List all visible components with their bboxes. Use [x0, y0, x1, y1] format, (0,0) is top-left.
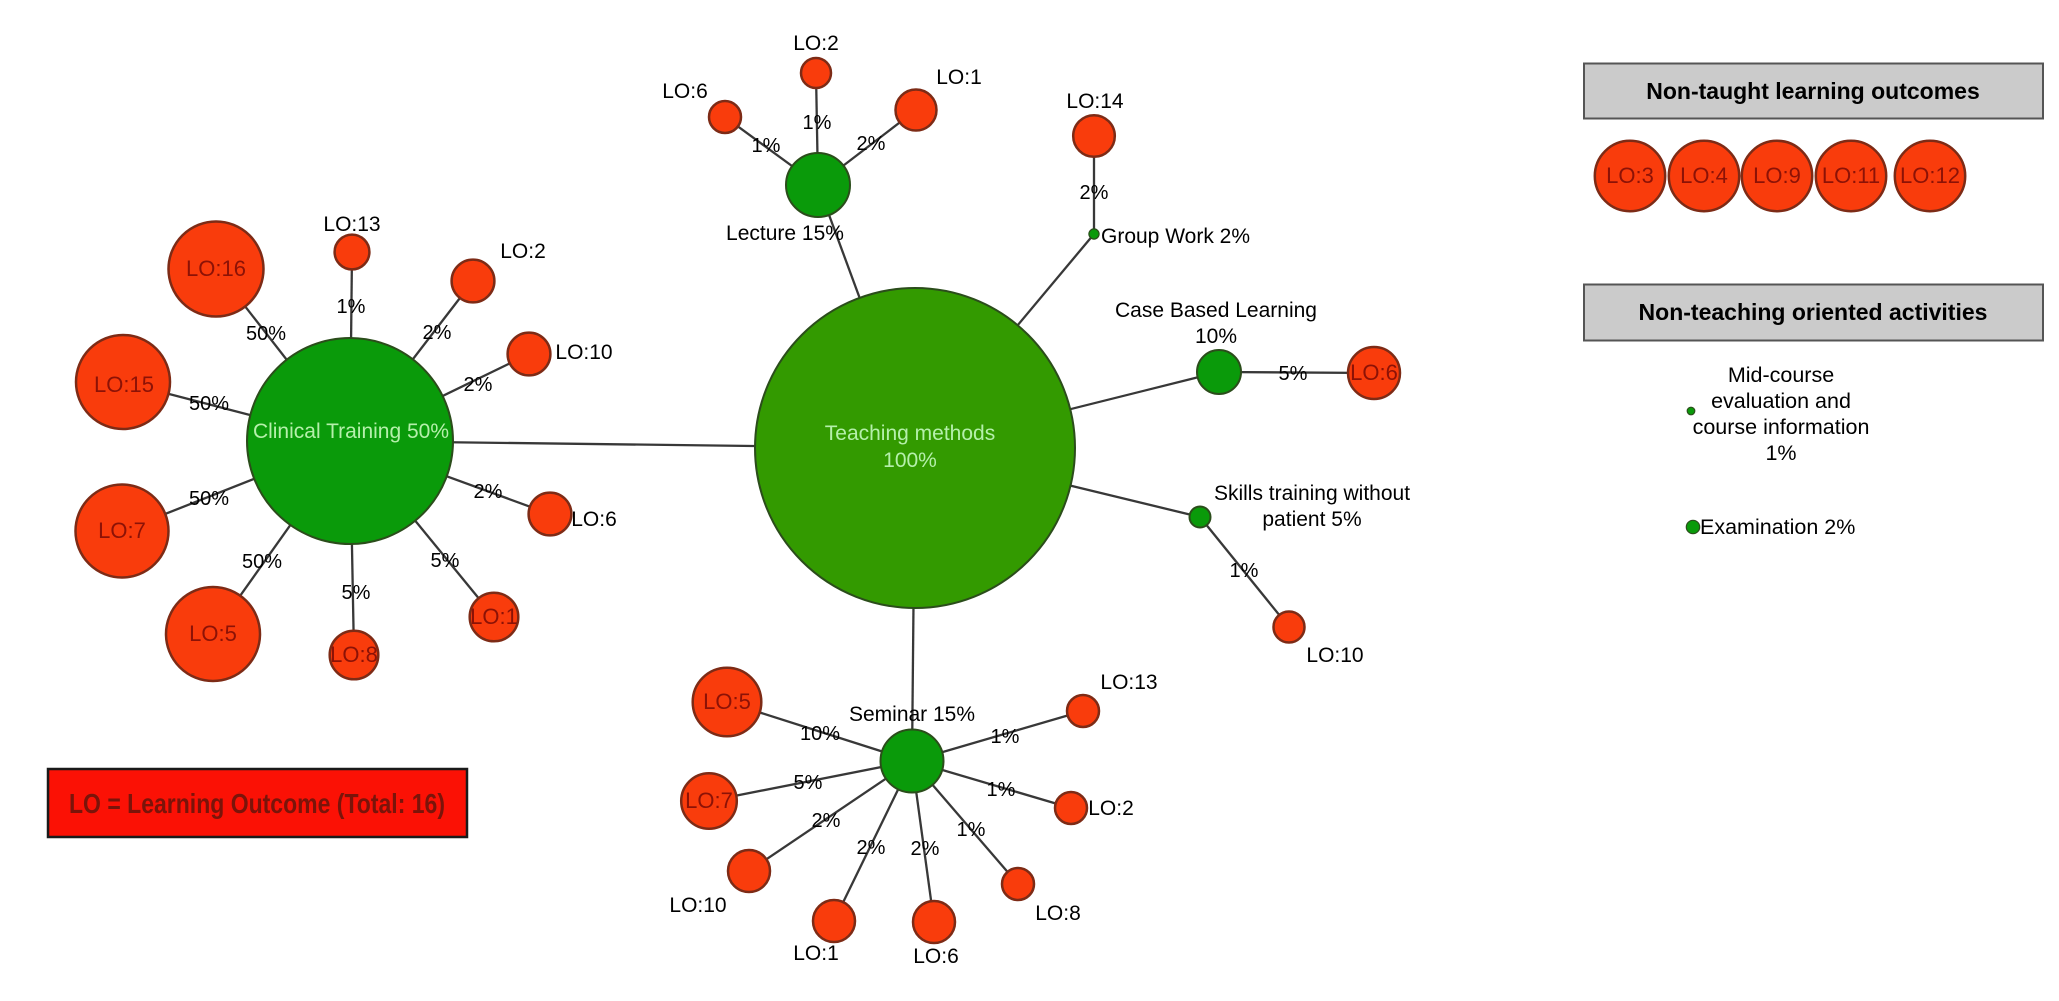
- svg-text:Seminar 15%: Seminar 15%: [849, 703, 975, 726]
- svg-text:LO:3: LO:3: [1606, 163, 1654, 188]
- svg-text:50%: 50%: [189, 393, 229, 415]
- svg-text:5%: 5%: [1279, 363, 1308, 385]
- svg-text:LO:5: LO:5: [189, 621, 237, 646]
- svg-text:LO:10: LO:10: [669, 894, 726, 917]
- svg-text:LO:13: LO:13: [323, 213, 380, 236]
- svg-text:Teaching methods: Teaching methods: [825, 422, 995, 445]
- svg-text:Clinical Training 50%: Clinical Training 50%: [253, 420, 449, 443]
- svg-text:50%: 50%: [242, 551, 282, 573]
- svg-text:2%: 2%: [812, 810, 841, 832]
- svg-text:10%: 10%: [1195, 325, 1237, 348]
- svg-text:LO:7: LO:7: [98, 518, 146, 543]
- svg-text:LO:16: LO:16: [186, 256, 246, 281]
- svg-text:10%: 10%: [800, 723, 840, 745]
- svg-text:LO:8: LO:8: [330, 642, 378, 667]
- svg-text:LO:1: LO:1: [793, 942, 839, 965]
- svg-text:patient 5%: patient 5%: [1262, 508, 1361, 531]
- svg-text:2%: 2%: [474, 481, 503, 503]
- svg-text:Non-taught learning outcomes: Non-taught learning outcomes: [1646, 78, 1980, 104]
- svg-text:LO:14: LO:14: [1066, 90, 1124, 113]
- svg-text:5%: 5%: [431, 550, 460, 572]
- svg-text:LO:13: LO:13: [1100, 671, 1157, 694]
- svg-text:LO = Learning Outcome (Total:: LO = Learning Outcome (Total: 16): [69, 788, 445, 819]
- svg-text:LO:4: LO:4: [1680, 163, 1728, 188]
- svg-text:1%: 1%: [1230, 560, 1259, 582]
- svg-text:1%: 1%: [337, 296, 366, 318]
- svg-text:evaluation and: evaluation and: [1711, 389, 1851, 413]
- svg-text:1%: 1%: [803, 112, 832, 134]
- svg-text:LO:2: LO:2: [1088, 797, 1134, 820]
- svg-text:LO:6: LO:6: [662, 80, 708, 103]
- svg-text:LO:15: LO:15: [94, 372, 154, 397]
- svg-text:2%: 2%: [1080, 182, 1109, 204]
- svg-text:LO:2: LO:2: [500, 240, 546, 263]
- svg-text:LO:2: LO:2: [793, 32, 839, 55]
- svg-text:Case Based Learning: Case Based Learning: [1115, 299, 1317, 322]
- svg-text:Mid-course: Mid-course: [1728, 363, 1834, 387]
- svg-text:Lecture 15%: Lecture 15%: [726, 222, 844, 245]
- svg-text:1%: 1%: [991, 726, 1020, 748]
- svg-text:2%: 2%: [911, 838, 940, 860]
- svg-text:LO:5: LO:5: [703, 689, 751, 714]
- svg-text:LO:11: LO:11: [1822, 163, 1880, 188]
- svg-text:LO:9: LO:9: [1753, 163, 1801, 188]
- svg-text:100%: 100%: [883, 449, 937, 472]
- svg-text:LO:10: LO:10: [555, 341, 612, 364]
- svg-text:2%: 2%: [857, 837, 886, 859]
- svg-text:Examination 2%: Examination 2%: [1700, 515, 1855, 539]
- svg-text:LO:7: LO:7: [685, 788, 733, 813]
- svg-text:LO:12: LO:12: [1900, 163, 1960, 188]
- svg-text:5%: 5%: [342, 582, 371, 604]
- svg-text:2%: 2%: [464, 374, 493, 396]
- svg-text:Non-teaching oriented activiti: Non-teaching oriented activities: [1639, 299, 1988, 325]
- svg-text:1%: 1%: [957, 819, 986, 841]
- svg-text:1%: 1%: [987, 779, 1016, 801]
- svg-text:LO:6: LO:6: [1350, 360, 1398, 385]
- svg-text:course information: course information: [1693, 415, 1870, 439]
- svg-text:5%: 5%: [794, 772, 823, 794]
- svg-text:Group Work 2%: Group Work 2%: [1101, 225, 1250, 248]
- svg-text:LO:10: LO:10: [1306, 644, 1363, 667]
- svg-text:LO:6: LO:6: [913, 945, 959, 968]
- svg-text:1%: 1%: [1765, 441, 1796, 465]
- svg-text:2%: 2%: [423, 322, 452, 344]
- svg-text:2%: 2%: [857, 133, 886, 155]
- svg-text:LO:1: LO:1: [470, 604, 518, 629]
- svg-text:Skills training without: Skills training without: [1214, 482, 1410, 505]
- svg-text:50%: 50%: [189, 488, 229, 510]
- svg-text:1%: 1%: [752, 135, 781, 157]
- svg-text:LO:6: LO:6: [571, 508, 617, 531]
- svg-text:LO:1: LO:1: [936, 66, 982, 89]
- svg-text:50%: 50%: [246, 323, 286, 345]
- svg-text:LO:8: LO:8: [1035, 902, 1081, 925]
